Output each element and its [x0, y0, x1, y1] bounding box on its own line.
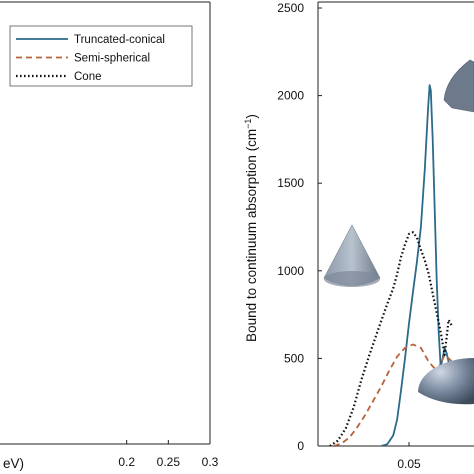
- right-y-tick-label: 1500: [277, 176, 304, 190]
- truncated-cone-shape-inset: [443, 59, 474, 113]
- legend-label: Cone: [74, 71, 102, 83]
- cone-shape-inset: [323, 224, 381, 287]
- right-y-tick-label: 0: [297, 439, 304, 453]
- right-y-tick-label: 1000: [277, 264, 304, 278]
- semi-sphere-shape-inset: [418, 358, 474, 405]
- left-x-tick-label: 0.25: [157, 455, 181, 469]
- right-x-tick-label: 0.05: [397, 457, 421, 471]
- right-y-axis-label: Bound to continuum absorption (cm−1): [243, 114, 259, 342]
- left-panel: 0.2 0.25 0.3 eV) Truncated-conical Semi-spher…: [0, 1, 219, 471]
- right-y-tick-label: 500: [284, 351, 304, 365]
- left-x-tick-label: 0.2: [118, 455, 135, 469]
- series-line-cone: [329, 231, 454, 446]
- legend: Truncated-conical Semi-spherical Cone: [9, 25, 193, 87]
- right-y-tick-label: 2000: [277, 89, 304, 103]
- right-panel: 0 500 1000 1500 2000 2500 0.05 Bound to continu…: [243, 1, 474, 471]
- left-x-axis-label: eV): [3, 456, 24, 471]
- legend-label: Semi-spherical: [74, 53, 150, 65]
- legend-label: Truncated-conical: [74, 34, 165, 46]
- left-x-tick-label: 0.3: [202, 455, 219, 469]
- right-y-tick-label: 2500: [277, 1, 304, 15]
